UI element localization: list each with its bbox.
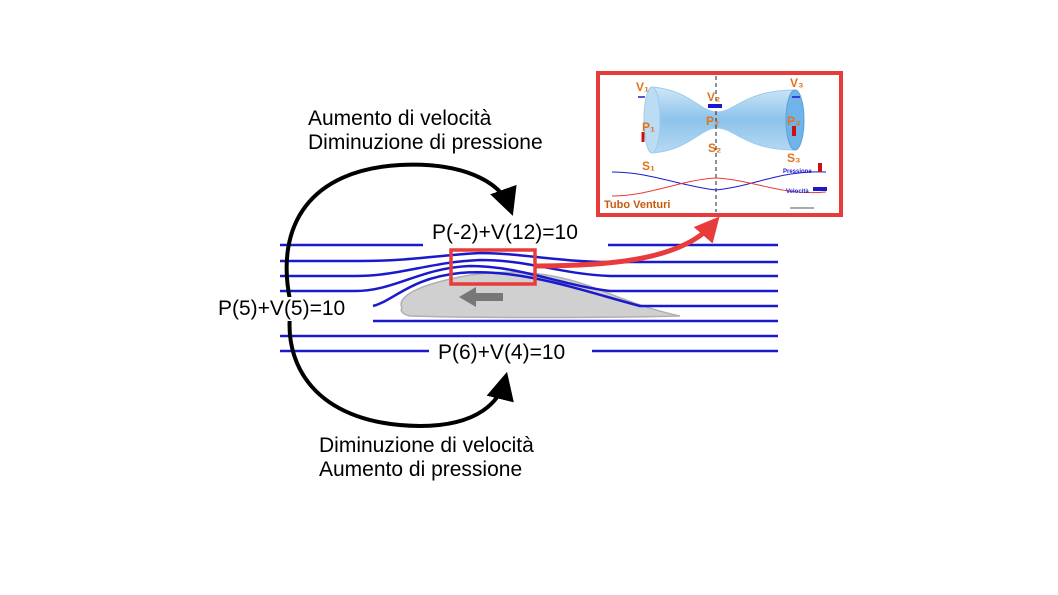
highlight-box	[449, 248, 537, 286]
streamline	[280, 264, 778, 293]
airfoil-motion-arrow	[459, 287, 503, 307]
venturi-p2-label: P₂	[706, 114, 719, 128]
top-label-line1: Aumento di velocità	[308, 107, 492, 130]
venturi-v2-label: V₂	[707, 90, 720, 104]
bottom-curved-arrow	[287, 314, 514, 429]
venturi-v1-label: V₁	[636, 80, 649, 94]
venturi-inset: V₁ V₂ V₃ P₁ P₂ P₃ S₁ S₂ S₃ Tubo Venturi …	[596, 71, 843, 217]
top-equation: P(-2)+V(12)=10	[426, 221, 584, 245]
top-curved-arrow	[284, 162, 517, 301]
venturi-p1-label: P₁	[642, 120, 655, 134]
legend-pressure-label: Pressione	[783, 169, 812, 175]
streamline	[280, 251, 778, 264]
highlight-pointer-arrow	[535, 216, 720, 269]
venturi-s2-label: S₂	[708, 141, 721, 155]
venturi-p3-label: P₃	[787, 114, 801, 128]
venturi-s3-label: S₃	[787, 151, 801, 165]
bottom-label-line2: Aumento di pressione	[319, 458, 523, 481]
bottom-equation: P(6)+V(4)=10	[432, 341, 572, 365]
top-label-line2: Diminuzione di pressione	[308, 131, 543, 154]
venturi-s1-label: S₁	[642, 159, 655, 173]
velocity-curve	[611, 177, 827, 197]
streamline	[280, 258, 778, 278]
legend-velocity-label: Velocità	[786, 189, 809, 195]
bottom-label-line1: Diminuzione di velocità	[319, 434, 534, 457]
venturi-title: Tubo Venturi	[604, 199, 670, 211]
pressure-curve	[611, 171, 827, 191]
streamlines	[280, 243, 778, 353]
streamline	[372, 271, 778, 308]
left-equation: P(5)+V(5)=10	[212, 297, 352, 321]
venturi-v3-label: V₃	[790, 76, 804, 90]
